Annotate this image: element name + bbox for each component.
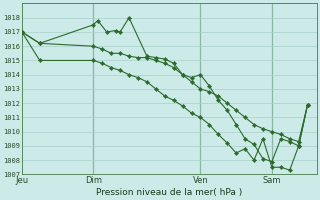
X-axis label: Pression niveau de la mer( hPa ): Pression niveau de la mer( hPa ) [96,188,242,197]
